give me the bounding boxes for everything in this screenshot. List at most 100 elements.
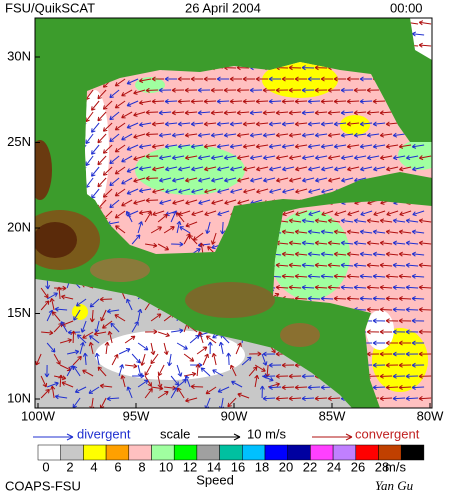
wind-vector [185,177,198,183]
wind-vector [379,262,393,268]
wind-vector [385,229,399,235]
wind-vector [171,132,185,138]
wind-vector [255,121,269,127]
wind-vector [145,131,159,137]
wind-vector [106,308,120,314]
wind-vector [138,100,152,105]
wind-vector [106,396,120,402]
wind-vector [392,240,406,246]
wind-vector [281,143,295,149]
wind-vector [294,384,308,390]
colorbar-swatch [128,444,152,461]
wind-vector [411,31,425,37]
wind-vector [359,229,373,235]
wind-vector [178,166,191,172]
wind-vector [102,320,113,329]
wind-vector [179,226,191,234]
wind-vector [236,132,250,138]
wind-vector [109,155,120,165]
wind-vector [157,391,169,399]
wind-vector [301,218,315,224]
wind-vector [157,331,170,338]
wind-vector [418,42,432,48]
wind-vector [177,121,191,127]
wind-vector [282,166,295,172]
wind-vector [347,166,360,172]
colorbar-swatch [83,444,107,461]
wind-vector [418,240,432,246]
wind-vector [398,318,412,324]
colorbar-label: 20 [279,459,293,474]
wind-vector [44,364,50,378]
wind-vector [353,218,367,224]
wind-vector [205,386,217,395]
wind-vector [248,366,258,377]
wind-vector [372,229,386,235]
wind-vector [114,144,126,153]
wind-vector [314,284,328,290]
wind-vector [254,374,260,388]
wind-vector [97,155,107,166]
wind-vector [158,87,172,93]
wind-vector [276,177,289,183]
wind-vector [223,110,237,116]
relief [280,323,320,347]
wind-vector [366,307,380,313]
wind-vector [140,353,146,366]
wind-vector [61,381,74,388]
wind-vector [320,143,334,149]
wind-vector [340,262,354,268]
time: 00:00 [390,0,423,15]
wind-vector [66,349,80,355]
wind-vector [275,155,289,161]
wind-vector [126,122,139,129]
lon-label: 95W [123,408,150,423]
wind-vector [301,65,315,71]
scale-label: scale [160,426,190,441]
wind-vector [255,98,269,104]
wind-vector [131,353,141,364]
relief [35,140,52,200]
wind-vector [203,76,217,82]
wind-vector [333,229,347,235]
wind-vector [418,284,432,290]
wind-vector [392,307,406,313]
wind-vector [133,89,146,95]
wind-vector [164,121,178,127]
wind-vector [314,87,328,93]
wind-vector [353,155,367,161]
wind-vector [120,375,126,388]
wind-vector [126,298,133,311]
wind-vector [114,188,126,197]
wind-vector [137,221,144,234]
wind-vector [190,76,204,82]
wind-vector [172,199,185,205]
wind-vector [294,229,308,235]
wind-vector [333,143,347,149]
wind-vector [340,155,354,161]
wind-vector [307,296,321,302]
wind-vector [85,133,94,145]
wind-vector [133,177,146,183]
wind-vector [359,296,373,302]
wind-vector [176,364,183,377]
wind-vector [301,284,315,290]
wind-vector [151,76,165,82]
wind-vector [359,251,373,257]
wind-vector [372,98,386,104]
colorbar-unit: m/s [385,459,406,474]
colorbar-label: 10 [159,459,173,474]
wind-vector [138,210,152,215]
wind-vector [114,78,126,87]
wind-vector [133,155,146,161]
wind-vector [386,210,399,217]
wind-vector [167,353,173,367]
wind-vector [341,177,354,183]
wind-vector [163,226,175,234]
wind-vector [46,381,59,388]
wind-vector [268,143,282,149]
wind-vector [366,218,380,224]
speed-patch [72,304,88,320]
wind-vector [197,155,211,161]
wind-vector [164,98,178,104]
